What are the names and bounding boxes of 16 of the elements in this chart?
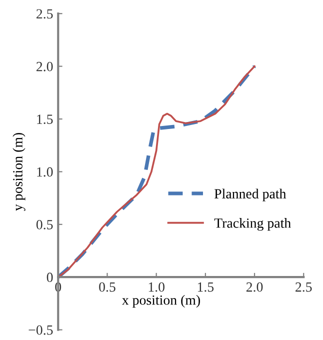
y-tick-label: 2.5 bbox=[36, 9, 53, 19]
x-axis-title: x position (m) bbox=[122, 295, 200, 308]
legend-label: Planned path bbox=[214, 188, 286, 202]
y-tick-label: 0 bbox=[46, 272, 53, 282]
y-tick-label: 0.5 bbox=[36, 220, 53, 230]
x-tick-label: 0.5 bbox=[99, 282, 116, 292]
legend-label: Tracking path bbox=[214, 218, 291, 231]
y-tick-label: 2.0 bbox=[36, 62, 53, 72]
x-tick-label: 2.5 bbox=[296, 282, 312, 292]
y-tick-label: −0.5 bbox=[28, 325, 53, 335]
x-tick-label: 1.0 bbox=[148, 282, 164, 292]
y-axis-title: y position (m) bbox=[12, 132, 26, 211]
y-tick-label: 1.0 bbox=[37, 167, 53, 177]
x-tick-label: 1.5 bbox=[198, 282, 214, 292]
y-tick-label: 1.5 bbox=[37, 114, 53, 124]
x-tick-label: 2.0 bbox=[246, 282, 263, 292]
